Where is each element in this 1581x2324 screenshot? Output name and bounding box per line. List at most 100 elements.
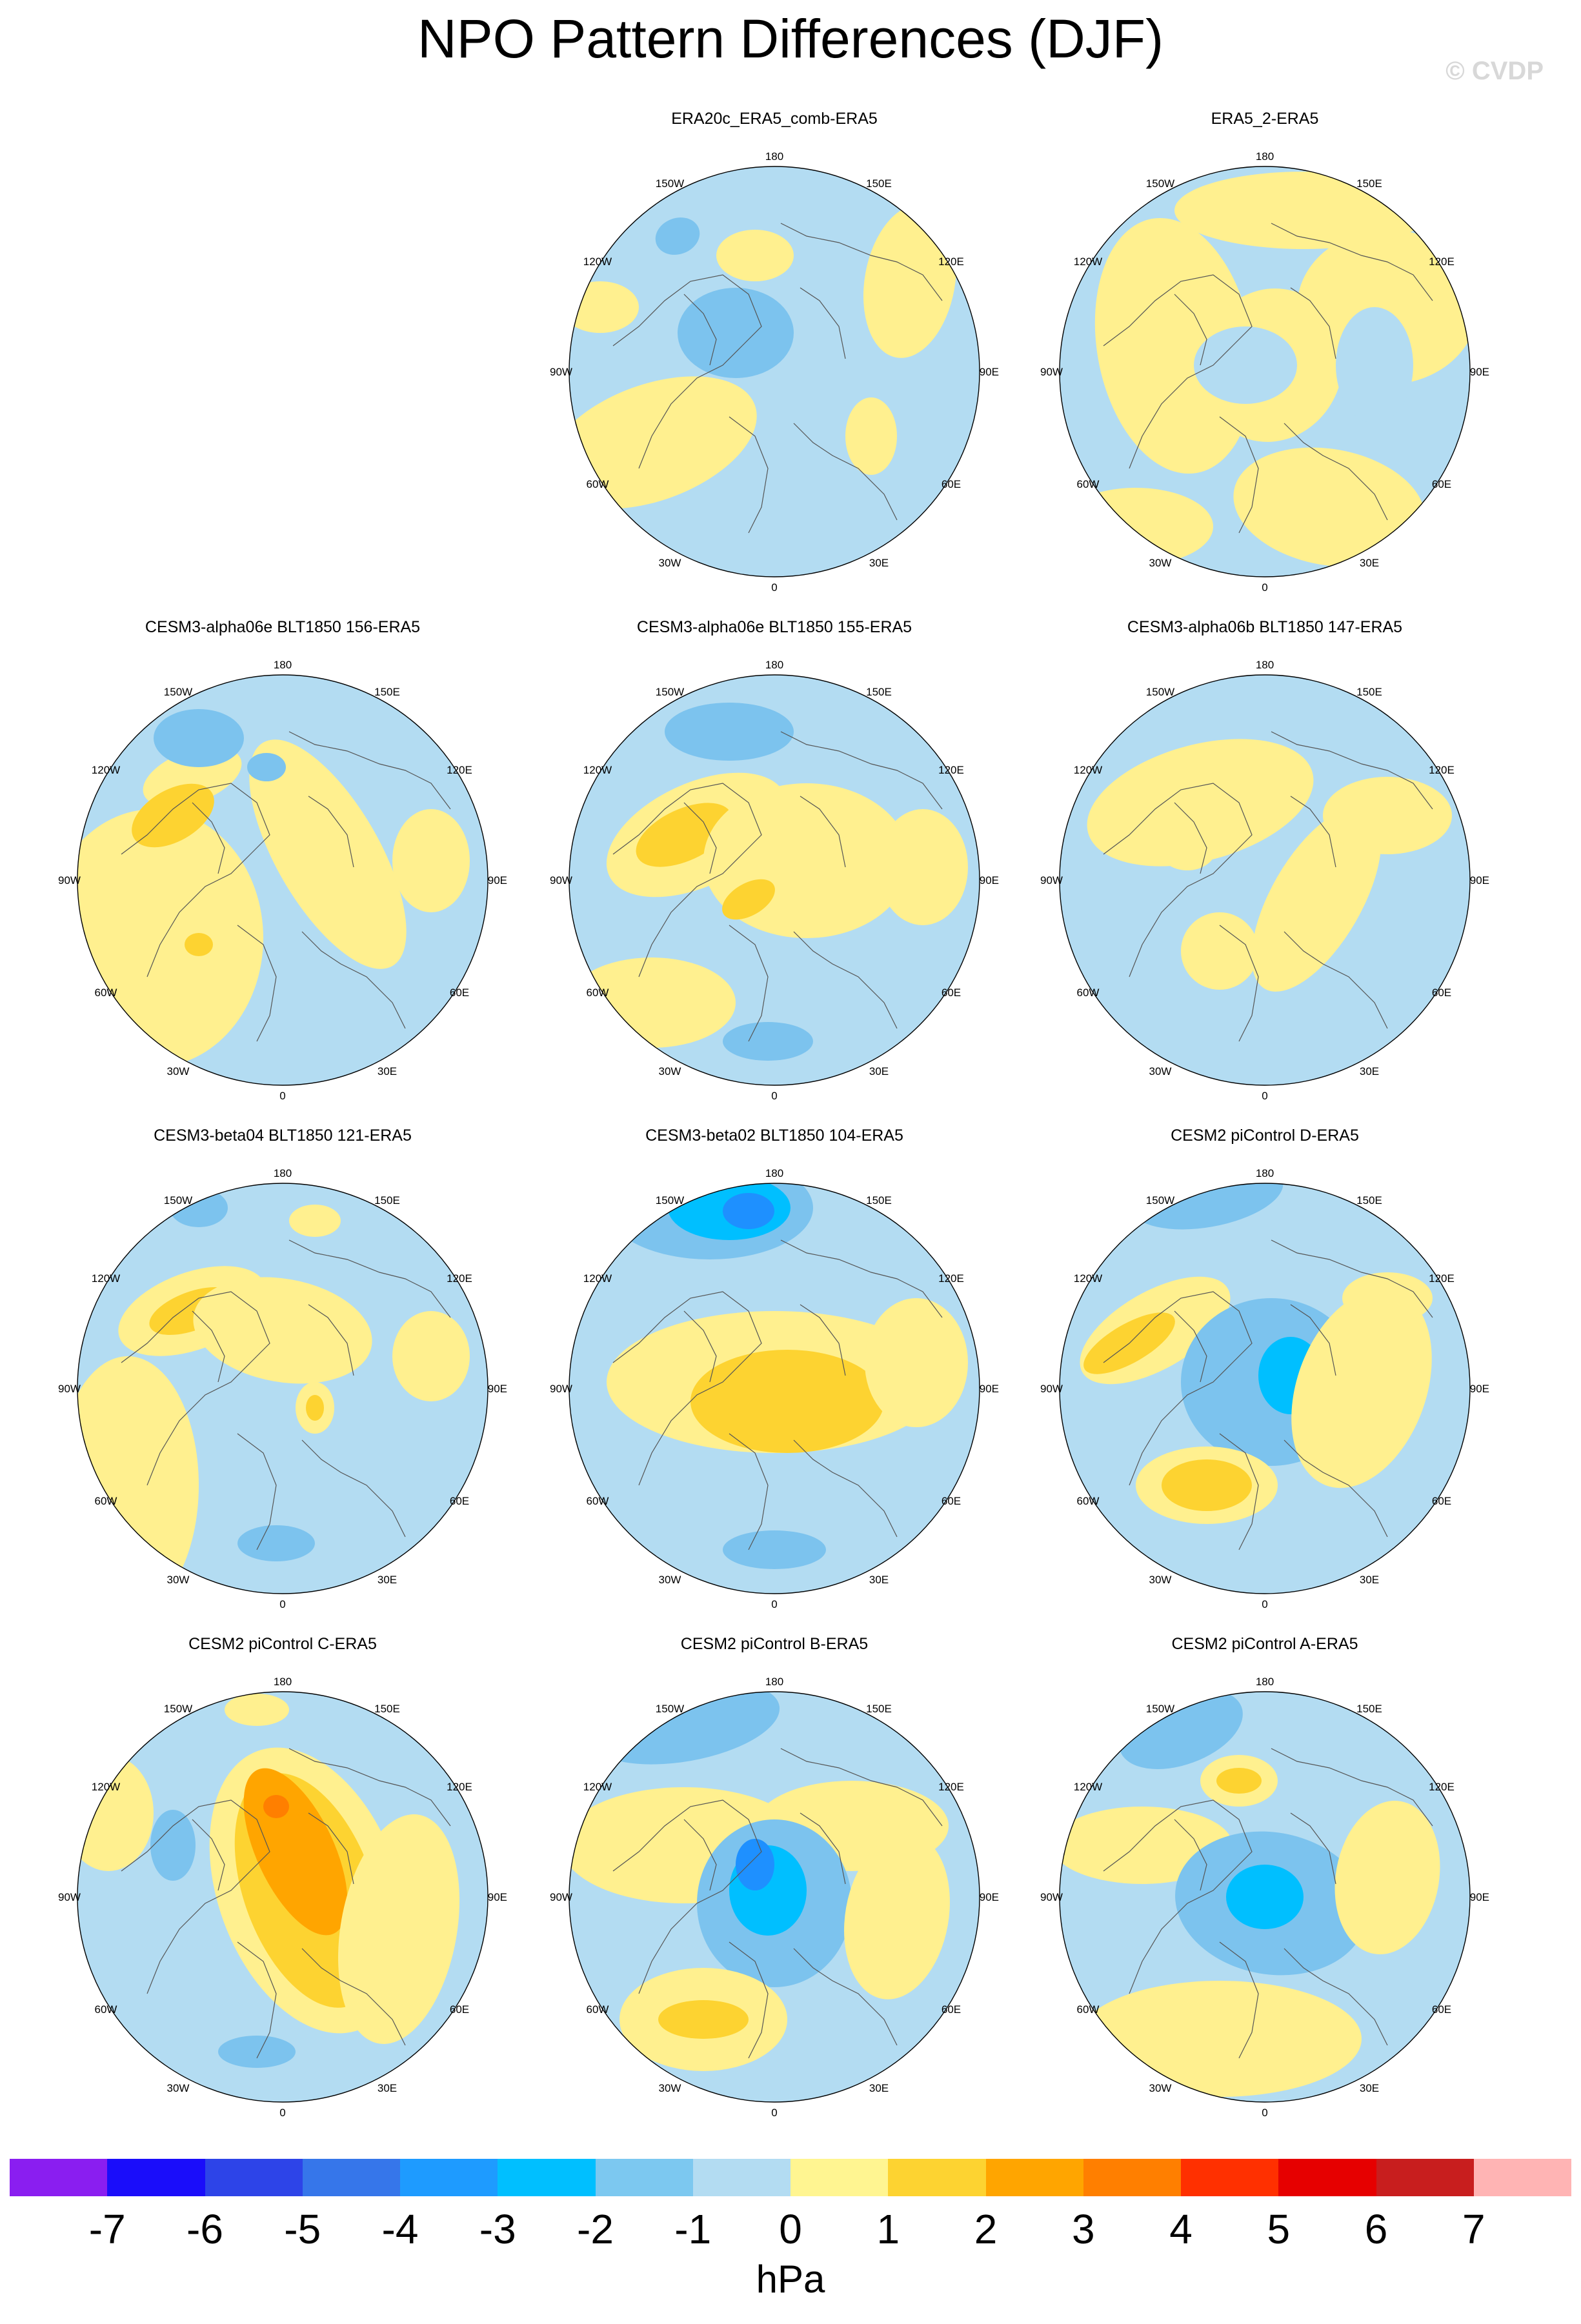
map-border	[1059, 166, 1471, 577]
label-60w: 60W	[587, 987, 609, 999]
label-150e: 150E	[866, 1703, 892, 1715]
label-150e: 150E	[866, 686, 892, 698]
label-bottom: 0	[279, 1598, 285, 1610]
coastline	[288, 1239, 451, 1318]
label-150w: 150W	[164, 1703, 192, 1715]
label-30w: 30W	[1149, 1065, 1172, 1077]
coastline	[288, 1748, 451, 1827]
label-30w: 30W	[167, 1574, 190, 1586]
label-left: 90W	[550, 874, 572, 887]
label-30e: 30E	[378, 2082, 397, 2094]
label-120e: 120E	[447, 1781, 472, 1793]
label-30e: 30E	[1360, 1574, 1379, 1586]
label-top: 180	[765, 150, 783, 163]
panel-title: ERA20c_ERA5_comb-ERA5	[671, 110, 878, 128]
coastlines	[121, 1748, 451, 2059]
label-right: 90E	[980, 1383, 999, 1395]
label-60e: 60E	[942, 2003, 961, 2016]
coastline	[301, 931, 406, 1029]
colorbar-tick-label: 4	[1169, 2206, 1193, 2252]
label-120w: 120W	[92, 764, 120, 776]
coastline	[612, 1291, 762, 1486]
colorbar-swatch-13	[1278, 2159, 1376, 2196]
map-border	[1059, 1183, 1471, 1594]
label-right: 90E	[980, 874, 999, 887]
label-150e: 150E	[1356, 1703, 1382, 1715]
colorbar-unit: hPa	[756, 2258, 825, 2301]
coastline	[800, 1304, 846, 1376]
label-150w: 150W	[164, 1194, 192, 1207]
label-60w: 60W	[1077, 478, 1100, 490]
label-60w: 60W	[1077, 2003, 1100, 2016]
label-30e: 30E	[869, 1065, 889, 1077]
label-120w: 120W	[1074, 1781, 1102, 1793]
label-30w: 30W	[659, 1574, 681, 1586]
coastline	[780, 223, 943, 301]
coastline	[1271, 1239, 1433, 1318]
label-120w: 120W	[583, 255, 612, 268]
label-bottom: 0	[279, 1090, 285, 1102]
coastline	[800, 287, 846, 359]
anomaly-region	[1251, 807, 1382, 992]
anomaly-region	[1158, 825, 1216, 870]
label-60e: 60E	[1432, 1495, 1451, 1507]
label-top: 180	[765, 1167, 783, 1179]
label-150e: 150E	[1356, 177, 1382, 190]
anomaly-region	[185, 933, 213, 956]
label-60e: 60E	[450, 2003, 469, 2016]
coastline	[683, 294, 717, 366]
label-150w: 150W	[656, 1703, 684, 1715]
map-panel-1: ERA20c_ERA5_comb-ERA5 180 0 90W 90E 150W…	[536, 110, 1013, 619]
anomaly-region	[716, 230, 794, 281]
label-60e: 60E	[450, 1495, 469, 1507]
polar-map: 180 0 90W 90E 150W 120W 150E 120E 60W 30…	[1040, 1167, 1489, 1610]
anomaly-region	[678, 288, 794, 378]
colorbar-swatch-10	[985, 2159, 1083, 2196]
label-bottom: 0	[1262, 581, 1267, 594]
colorbar-swatch-1	[107, 2159, 205, 2196]
panel-title: CESM3-beta02 BLT1850 104-ERA5	[645, 1127, 903, 1145]
coastline	[683, 802, 717, 874]
coastline	[192, 1310, 225, 1383]
coastline	[301, 1439, 406, 1538]
map-border	[1059, 674, 1471, 1086]
anomaly-region	[193, 1277, 372, 1384]
panel-title: CESM3-alpha06e BLT1850 155-ERA5	[636, 618, 912, 636]
label-150e: 150E	[1356, 1194, 1382, 1207]
anomaly-region	[1216, 1768, 1262, 1794]
label-120e: 120E	[447, 764, 472, 776]
anomaly-region	[569, 376, 757, 509]
label-top: 180	[274, 1167, 292, 1179]
anomaly-region	[289, 1205, 341, 1237]
label-top: 180	[274, 1676, 292, 1688]
colorbar-swatch-15	[1473, 2159, 1571, 2196]
label-left: 90W	[550, 1383, 572, 1395]
map-panel-9: CESM2 piControl C-ERA5 180 0 90W 90E 150…	[44, 1635, 521, 2145]
label-120e: 120E	[938, 255, 964, 268]
anomaly-region	[1078, 1981, 1362, 2097]
colorbar-tick-label: 0	[779, 2206, 802, 2252]
coastline	[1219, 416, 1259, 534]
coastline	[1174, 294, 1207, 366]
anomaly-region	[569, 957, 736, 1048]
anomaly-region	[878, 809, 968, 925]
panel-title: CESM3-alpha06e BLT1850 156-ERA5	[145, 618, 421, 636]
coastline	[729, 1433, 769, 1550]
coastline	[793, 1439, 898, 1538]
anomaly-region	[1194, 326, 1297, 404]
coastlines	[612, 1239, 943, 1550]
label-right: 90E	[980, 366, 999, 378]
label-60w: 60W	[95, 1495, 117, 1507]
anomaly-contours	[569, 205, 957, 509]
coastline	[301, 1948, 406, 2046]
anomaly-contours	[77, 1694, 459, 2068]
label-150w: 150W	[656, 177, 684, 190]
coastline	[121, 783, 270, 977]
anomaly-region	[723, 1193, 774, 1229]
map-panel-3: CESM3-alpha06e BLT1850 156-ERA5 180 0 90…	[44, 618, 521, 1128]
coastline	[612, 783, 762, 977]
anomaly-region	[1226, 1865, 1304, 1929]
anomaly-region	[132, 783, 214, 848]
label-left: 90W	[1040, 1383, 1063, 1395]
colorbar-tick-label: -3	[479, 2206, 516, 2252]
